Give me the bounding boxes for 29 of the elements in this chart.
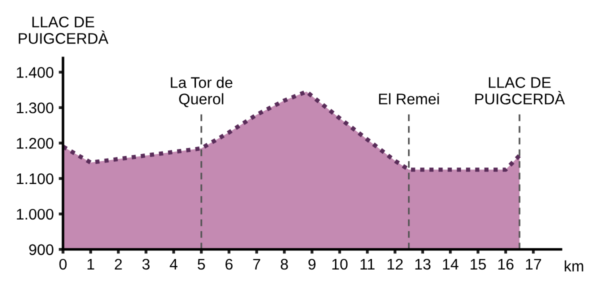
ref-line-label: LLAC DE PUIGCERDÀ <box>475 77 565 104</box>
x-tick-label: 16 <box>498 258 514 270</box>
x-tick-label: 15 <box>470 258 486 270</box>
ref-line-label: La Tor de Querol <box>170 76 232 108</box>
x-tick-label: 2 <box>114 258 122 270</box>
ref-line-label: El Remei <box>379 93 439 104</box>
x-tick-label: 10 <box>332 258 348 270</box>
y-tick-label: 1.300 <box>16 102 54 114</box>
x-tick-label: 5 <box>198 258 205 270</box>
x-tick-label: 17 <box>526 258 542 270</box>
y-tick-label: 1.000 <box>16 208 54 220</box>
x-tick-label: 0 <box>59 258 67 270</box>
x-tick-label: 7 <box>253 258 260 270</box>
x-tick-label: 1 <box>88 258 94 270</box>
x-tick-label: 11 <box>360 258 375 270</box>
x-tick-label: 3 <box>142 258 150 270</box>
x-tick-label: 14 <box>443 258 458 270</box>
y-tick-label: 1.200 <box>16 138 54 149</box>
x-tick-label: 13 <box>415 258 430 270</box>
x-tick-label: 12 <box>388 258 403 270</box>
y-tick-label: 1.100 <box>16 173 54 184</box>
x-tick-label: 8 <box>280 258 288 270</box>
x-tick-label: 4 <box>170 258 178 270</box>
y-tick-label: 1.400 <box>16 67 54 78</box>
x-tick-label: 9 <box>308 258 316 270</box>
y-tick-label: 900 <box>29 244 54 256</box>
x-axis-title: km <box>564 260 584 272</box>
x-tick-label: 6 <box>226 258 233 270</box>
text: LLAC DE PUIGCERDÀ <box>18 16 108 44</box>
